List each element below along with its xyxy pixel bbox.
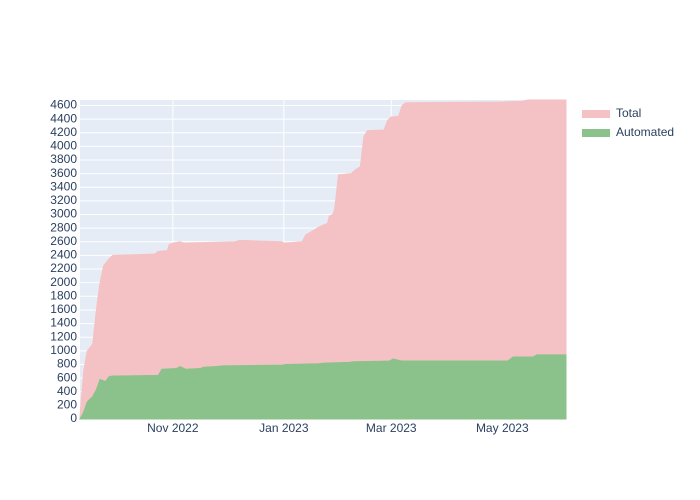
legend-label: Total [616,106,641,120]
legend-swatch[interactable] [582,129,610,137]
y-tick-label: 3800 [50,152,77,166]
y-tick-label: 4600 [50,98,77,112]
y-tick-label: 1800 [50,288,77,302]
legend-label: Automated [616,125,674,139]
area [79,99,567,420]
y-tick-label: 3000 [50,207,77,221]
y-tick-label: 200 [57,398,77,412]
y-tick-label: 3400 [50,179,77,193]
y-tick-label: 3600 [50,166,77,180]
x-tick-label: Mar 2023 [366,421,417,435]
y-tick-label: 400 [57,384,77,398]
y-tick-label: 4400 [50,111,77,125]
y-tick-label: 3200 [50,193,77,207]
y-tick-label: 1200 [50,329,77,343]
y-tick-label: 2600 [50,234,77,248]
y-tick-label: 4200 [50,125,77,139]
y-tick-label: 2200 [50,261,77,275]
y-tick-label: 600 [57,370,77,384]
y-tick-label: 2400 [50,248,77,262]
y-tick-label: 1000 [50,343,77,357]
y-tick-label: 1400 [50,316,77,330]
y-tick-label: 4000 [50,139,77,153]
x-tick-label: May 2023 [476,421,529,435]
y-tick-label: 0 [70,411,77,425]
area [79,354,567,420]
x-tick-label: Nov 2022 [147,421,199,435]
y-tick-label: 800 [57,357,77,371]
y-tick-label: 2800 [50,220,77,234]
x-tick-label: Jan 2023 [259,421,309,435]
y-tick-label: 2000 [50,275,77,289]
legend-swatch[interactable] [582,110,610,118]
y-tick-label: 1600 [50,302,77,316]
